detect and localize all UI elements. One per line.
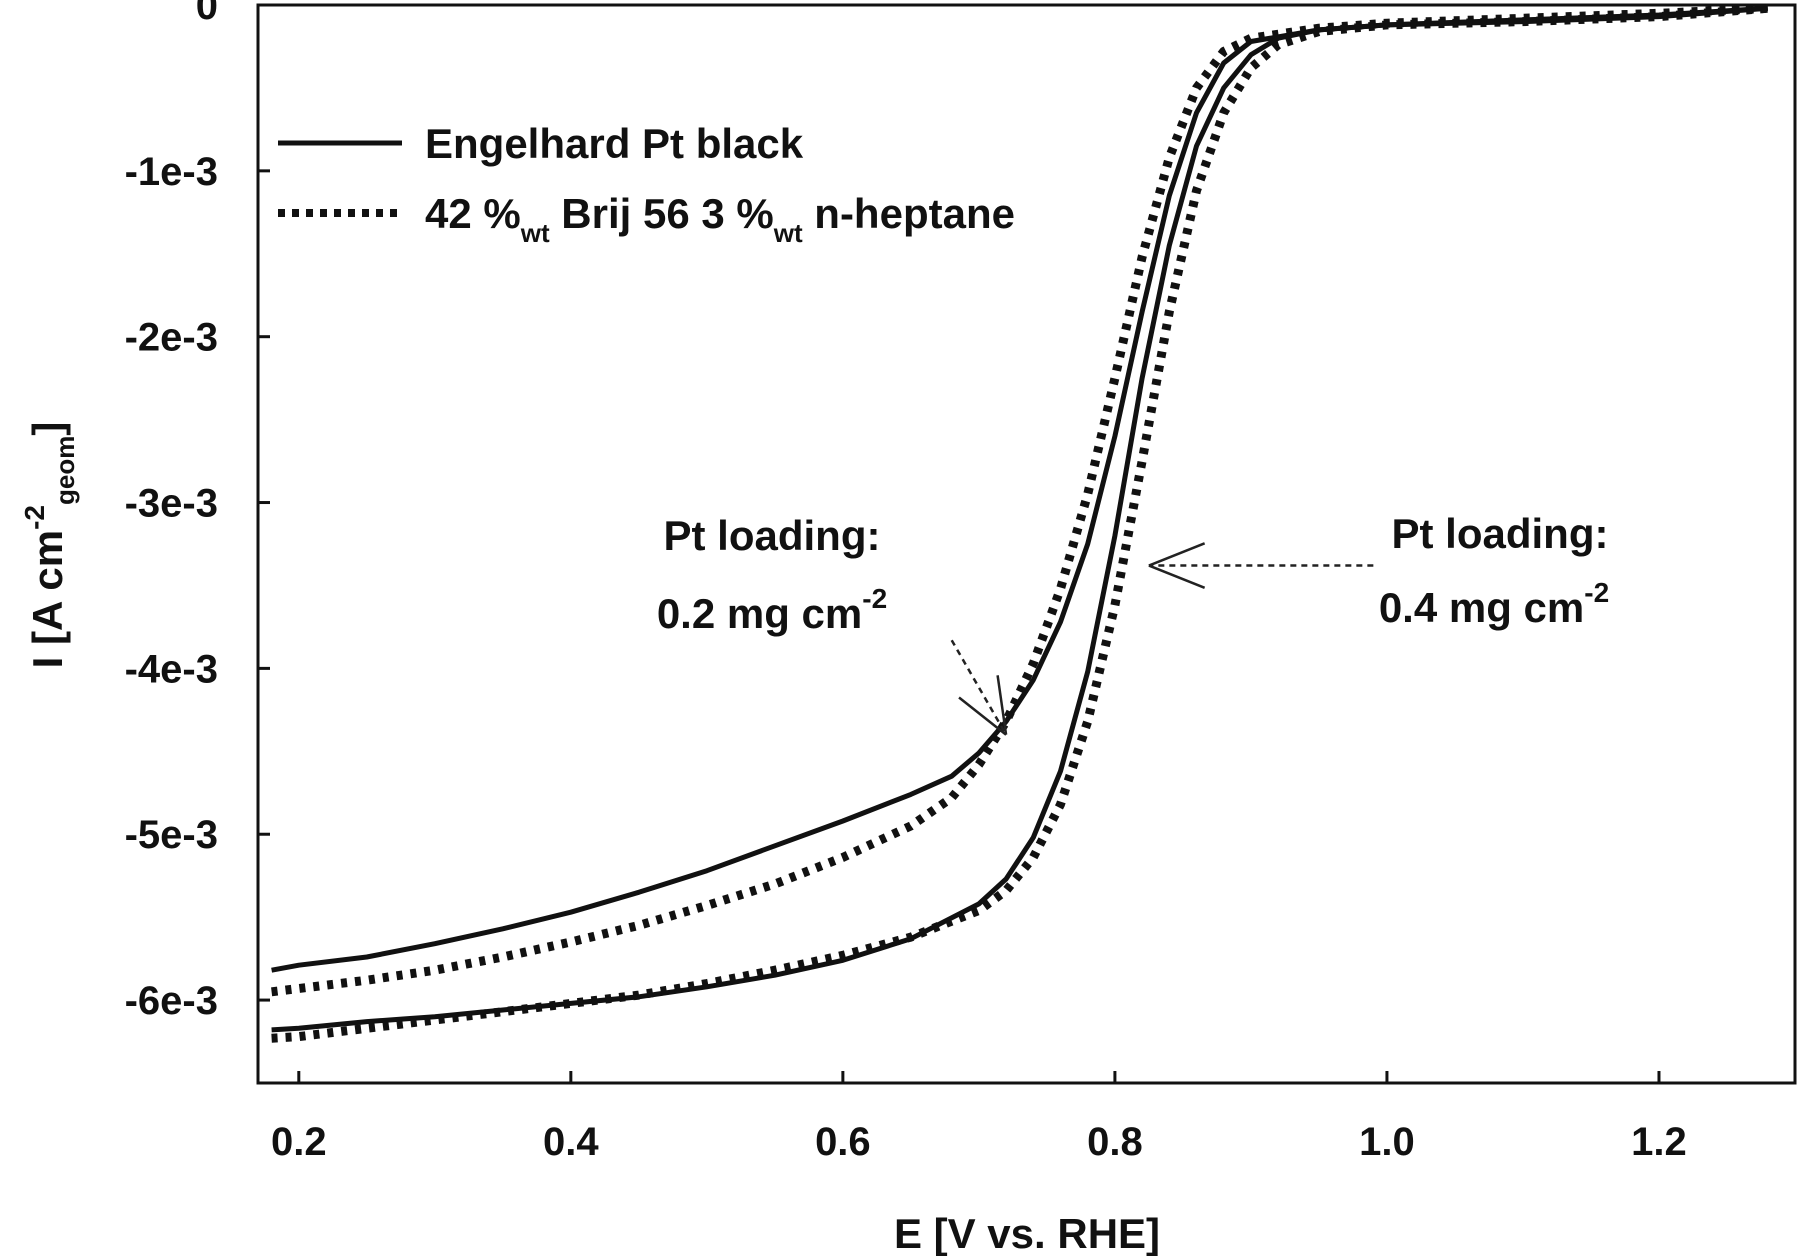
y-tick-label: 0 — [196, 0, 218, 28]
x-tick-label: 1.2 — [1631, 1120, 1687, 1164]
annotation-loading-02-text: Pt loading: 0.2 mg cm-2 — [657, 512, 887, 637]
annotation-line2: 0.4 mg cm-2 — [1379, 577, 1609, 631]
y-tick-label: -2e-3 — [125, 316, 218, 360]
y-tick-label: -5e-3 — [125, 813, 218, 857]
legend: Engelhard Pt black 42 %wt Brij 56 3 %wt … — [278, 120, 1015, 248]
x-axis-ticks: 0.2 0.4 0.6 0.8 1.0 1.2 — [271, 1071, 1687, 1164]
series-line-4 — [271, 3, 1769, 1043]
y-axis-ticks: 0 -1e-3 -2e-3 -3e-3 -4e-3 -5e-3 -6e-3 — [125, 0, 270, 1023]
y-axis-title: I [A cm-2geom] — [19, 422, 80, 669]
annotation-arrowhead-loading-02-1 — [996, 675, 1008, 735]
y-tick-label: -4e-3 — [125, 647, 218, 691]
y-tick-label: -6e-3 — [125, 979, 218, 1023]
annotation-arrowhead-loading-04-0 — [1148, 542, 1206, 567]
y-tick-label: -1e-3 — [125, 150, 218, 194]
series-line-2 — [271, 3, 1769, 997]
annotation-arrow-loading-02 — [950, 639, 1008, 736]
x-tick-label: 0.4 — [543, 1120, 599, 1164]
x-tick-label: 0.6 — [815, 1120, 871, 1164]
x-axis-title: E [V vs. RHE] — [894, 1210, 1160, 1256]
x-tick-label: 1.0 — [1359, 1120, 1415, 1164]
y-tick-label: -3e-3 — [125, 482, 218, 526]
x-tick-label: 0.8 — [1087, 1120, 1143, 1164]
annotation-layer — [950, 542, 1374, 736]
annotation-arrowhead-loading-04-1 — [1148, 564, 1206, 589]
annotation-arrowhead-loading-02-0 — [958, 696, 1007, 736]
series-layer — [271, 3, 1769, 1043]
annotation-line2: 0.2 mg cm-2 — [657, 583, 887, 637]
plot-area-frame — [256, 3, 1797, 1085]
annotation-loading-04-text: Pt loading: 0.4 mg cm-2 — [1379, 510, 1609, 631]
annotation-line1: Pt loading: — [664, 512, 881, 559]
x-tick-label: 0.2 — [271, 1120, 327, 1164]
legend-label-solid: Engelhard Pt black — [425, 120, 804, 167]
legend-label-dotted: 42 %wt Brij 56 3 %wt n-heptane — [425, 190, 1015, 248]
annotation-line1: Pt loading: — [1392, 510, 1609, 557]
